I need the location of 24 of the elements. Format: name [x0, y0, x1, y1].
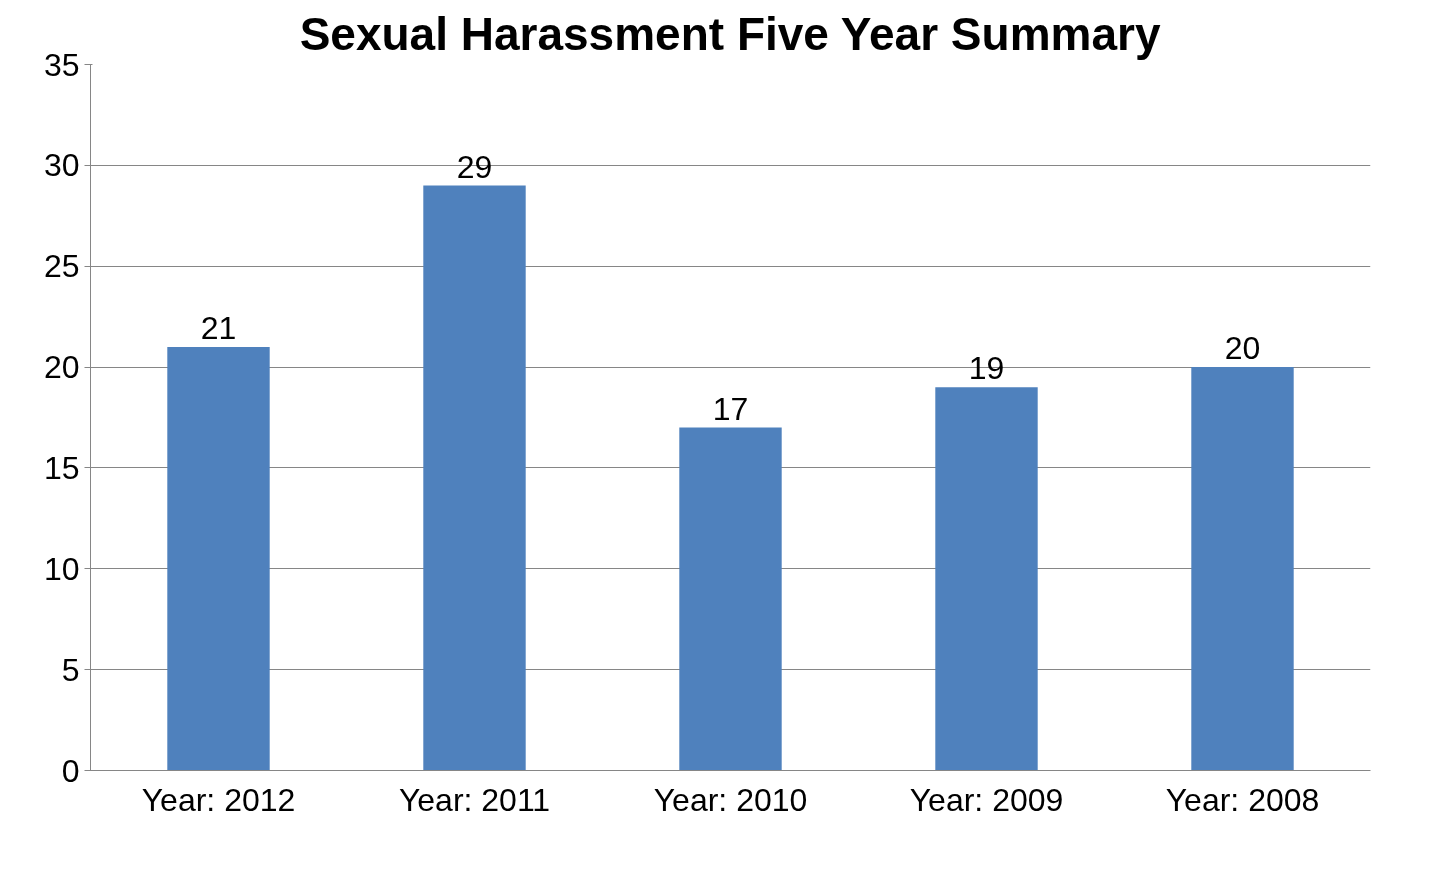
x-tick-label: Year: 2008 — [1165, 781, 1320, 818]
data-label: 29 — [456, 148, 493, 185]
data-label: 17 — [712, 390, 749, 427]
y-tick-label: 20 — [43, 349, 80, 386]
y-tick-label: 10 — [43, 550, 80, 587]
data-label: 19 — [968, 350, 1005, 387]
y-tick-label: 15 — [43, 449, 80, 486]
x-tick-label: Year: 2011 — [398, 781, 551, 818]
x-tick-label: Year: 2012 — [141, 781, 296, 818]
bar — [935, 387, 1038, 771]
y-tick-label: 0 — [61, 752, 80, 789]
bar — [679, 427, 782, 771]
y-tick-label: 30 — [43, 147, 80, 184]
data-label: 21 — [200, 309, 237, 346]
chart-title: Sexual Harassment Five Year Summary — [299, 7, 1161, 60]
x-tick-label: Year: 2009 — [909, 781, 1064, 818]
data-label: 20 — [1224, 330, 1261, 367]
bar — [1191, 367, 1294, 771]
bar — [167, 346, 270, 771]
y-tick-label: 35 — [43, 46, 80, 83]
x-tick-label: Year: 2010 — [653, 781, 808, 818]
bar — [423, 185, 526, 771]
y-tick-label: 25 — [43, 248, 80, 285]
y-tick-label: 5 — [61, 651, 80, 688]
